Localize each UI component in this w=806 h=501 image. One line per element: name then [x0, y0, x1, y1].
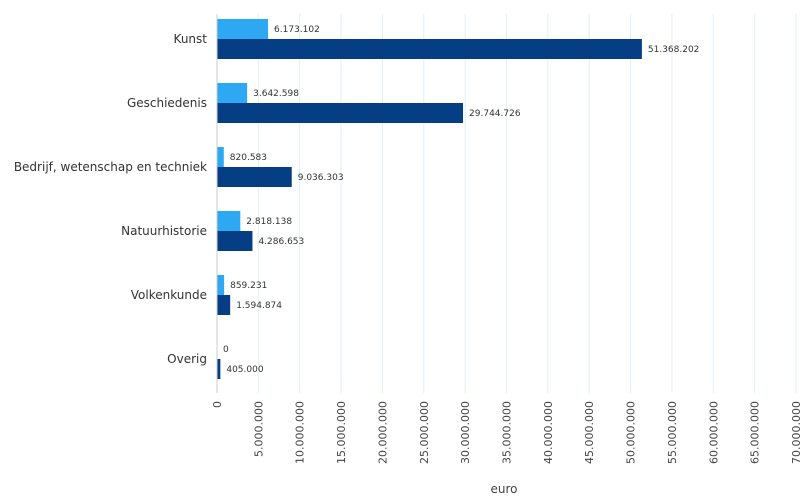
data-label: 859.231	[230, 281, 267, 291]
x-tick-label: 5.000.000	[252, 401, 265, 457]
bar	[217, 83, 248, 103]
data-label: 51.368.202	[648, 45, 700, 55]
x-tick-label: 50.000.000	[625, 401, 638, 464]
bar	[217, 359, 221, 379]
category-label: Overig	[167, 352, 207, 366]
x-tick-label: 70.000.000	[790, 401, 803, 464]
category-labels: Kunst Geschiedenis Bedrijf, wetenschap en …	[14, 32, 207, 366]
data-labels: 6.173.102 51.368.202 3.642.598 29.744.726 82…	[223, 25, 699, 375]
x-tick-label: 35.000.000	[501, 401, 514, 464]
data-label: 4.286.653	[258, 237, 304, 247]
data-label: 29.744.726	[469, 109, 521, 119]
bar	[217, 103, 464, 123]
data-label: 0	[223, 345, 229, 355]
data-label: 3.642.598	[253, 89, 299, 99]
category-label: Bedrijf, wetenschap en techniek	[14, 160, 207, 174]
x-tick-label: 45.000.000	[583, 401, 596, 464]
data-label: 1.594.874	[236, 301, 282, 311]
category-label: Volkenkunde	[131, 288, 207, 302]
category-label: Geschiedenis	[127, 96, 207, 110]
bar	[217, 295, 231, 315]
x-tick-label: 30.000.000	[459, 401, 472, 464]
bar	[217, 211, 241, 231]
x-tick-label: 40.000.000	[542, 401, 555, 464]
bar	[217, 167, 292, 187]
bar	[217, 275, 225, 295]
grid-lines	[257, 14, 797, 393]
data-label: 2.818.138	[246, 217, 292, 227]
x-tick-label: 60.000.000	[707, 401, 720, 464]
x-tick-label: 10.000.000	[294, 401, 307, 464]
data-label: 9.036.303	[298, 173, 344, 183]
bar	[217, 19, 269, 39]
category-label: Kunst	[174, 32, 208, 46]
x-tick-label: 15.000.000	[335, 401, 348, 464]
category-label: Natuurhistorie	[121, 224, 207, 238]
bars	[217, 19, 642, 379]
bar	[217, 231, 253, 251]
x-tick-label: 20.000.000	[376, 401, 389, 464]
data-label: 6.173.102	[274, 25, 320, 35]
x-tick-label: 0	[211, 401, 224, 408]
x-axis-title: euro	[491, 482, 518, 496]
data-label: 820.583	[230, 153, 267, 163]
x-tick-label: 25.000.000	[418, 401, 431, 464]
data-label: 405.000	[226, 365, 263, 375]
x-tick-label: 55.000.000	[666, 401, 679, 464]
bar	[217, 39, 642, 59]
x-axis-ticks: 0 5.000.000 10.000.000 15.000.000 20.000.000…	[211, 401, 803, 464]
x-tick-label: 65.000.000	[749, 401, 762, 464]
bar	[217, 147, 224, 167]
